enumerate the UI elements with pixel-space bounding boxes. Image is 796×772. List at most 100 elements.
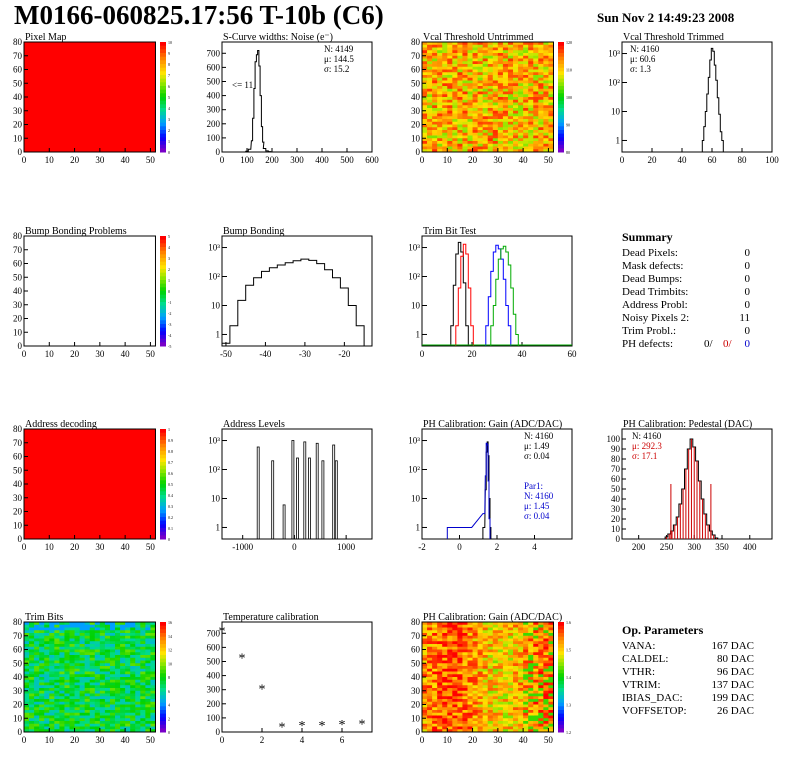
- heatmap-cell: [457, 97, 463, 101]
- heatmap-cell: [492, 624, 499, 628]
- heatmap-cell: [502, 668, 509, 672]
- x-tick-label: 0: [220, 735, 225, 745]
- heatmap-cell: [487, 138, 494, 142]
- heatmap-cell: [64, 674, 70, 678]
- heatmap-cell: [79, 688, 86, 692]
- op-params-panel: Op. Parameters VANA: 167 DAC CALDEL: 80 DAC…: [622, 623, 754, 718]
- heatmap-cell: [69, 644, 75, 648]
- heatmap-cell: [437, 718, 443, 722]
- heatmap-cell: [442, 682, 448, 686]
- palette-cell: [558, 67, 564, 72]
- heatmap-cell: [34, 655, 40, 659]
- heatmap-cell: [84, 710, 91, 714]
- heatmap-cell: [422, 47, 428, 51]
- heatmap-cell: [130, 696, 136, 700]
- heatmap-cell: [64, 696, 70, 700]
- heatmap-cell: [120, 671, 126, 675]
- x-tick-label: 50: [544, 735, 554, 745]
- heatmap-cell: [437, 690, 443, 694]
- heatmap-cell: [477, 690, 484, 694]
- heatmap-cell: [513, 110, 519, 114]
- heatmap-cell: [472, 685, 479, 689]
- heatmap-cell: [502, 61, 509, 65]
- palette-cell: [160, 60, 166, 65]
- heatmap-cell: [432, 721, 438, 725]
- heatmap-cell: [447, 652, 453, 656]
- heatmap-cell: [533, 690, 539, 694]
- heatmap-cell: [437, 53, 443, 57]
- y-tick-label: 70: [611, 464, 621, 474]
- heatmap-cell: [518, 132, 524, 136]
- heatmap-cell: [115, 668, 121, 672]
- heatmap-cell: [543, 646, 549, 650]
- heatmap-cell: [99, 710, 106, 714]
- x-tick-label: 20: [468, 349, 478, 359]
- heatmap-cell: [59, 655, 65, 659]
- heatmap-cell: [74, 655, 81, 659]
- heatmap-cell: [513, 630, 519, 634]
- heatmap-cell: [543, 710, 549, 714]
- heatmap-cell: [452, 671, 458, 675]
- heatmap-cell: [437, 696, 443, 700]
- heatmap-cell: [538, 668, 544, 672]
- palette-cell: [558, 104, 564, 109]
- palette-cell: [558, 721, 564, 726]
- heatmap-cell: [442, 44, 448, 48]
- heatmap-cell: [29, 652, 35, 656]
- heatmap-cell: [457, 58, 463, 62]
- heatmap-cell: [109, 652, 116, 656]
- x-tick-label: 60: [708, 155, 718, 165]
- palette-cell: [558, 71, 564, 76]
- heatmap-cell: [538, 102, 544, 106]
- heatmap-cell: [54, 707, 60, 711]
- op-param-label: VANA:: [622, 640, 656, 652]
- heatmap-cell: [482, 688, 489, 692]
- heatmap-cell: [467, 718, 473, 722]
- heatmap-cell: [140, 646, 146, 650]
- heatmap-cell: [422, 710, 428, 714]
- heatmap-cell: [487, 58, 494, 62]
- heatmap-cell: [513, 688, 519, 692]
- heatmap-cell: [462, 729, 468, 733]
- heatmap-cell: [457, 633, 463, 637]
- heatmap-cell: [39, 715, 45, 719]
- heatmap-cell: [104, 682, 111, 686]
- heatmap-cell: [427, 652, 433, 656]
- heatmap-cell: [94, 679, 101, 683]
- heatmap-cell: [109, 627, 116, 631]
- heatmap-cell: [34, 679, 40, 683]
- heatmap-cell: [79, 729, 86, 733]
- heatmap-cell: [472, 638, 479, 642]
- heatmap-cell: [543, 688, 549, 692]
- heatmap-cell: [497, 641, 504, 645]
- heatmap-cell: [74, 690, 81, 694]
- heatmap-cell: [462, 72, 468, 76]
- heatmap-cell: [437, 644, 443, 648]
- heatmap-cell: [452, 69, 458, 73]
- heatmap-cell: [487, 633, 494, 637]
- heatmap-cell: [492, 690, 499, 694]
- heatmap-cell: [533, 105, 539, 109]
- heatmap-cell: [462, 108, 468, 112]
- heatmap-cell: [538, 699, 544, 703]
- heatmap-cell: [427, 671, 433, 675]
- heatmap-cell: [34, 726, 40, 730]
- heatmap-cell: [477, 72, 484, 76]
- heatmap-cell: [533, 127, 539, 131]
- heatmap-cell: [523, 127, 529, 131]
- heatmap-cell: [140, 671, 146, 675]
- heatmap-cell: [84, 718, 91, 722]
- heatmap-cell: [477, 130, 484, 134]
- heatmap-cell: [437, 132, 443, 136]
- heatmap-cell: [523, 674, 529, 678]
- heatmap-cell: [427, 644, 433, 648]
- heatmap-cell: [487, 649, 494, 653]
- heatmap-cell: [94, 701, 101, 705]
- heatmap-cell: [477, 704, 484, 708]
- palette-cell: [558, 75, 564, 80]
- heatmap-cell: [507, 671, 514, 675]
- heatmap-cell: [452, 88, 458, 92]
- heatmap-cell: [120, 693, 126, 697]
- heatmap-cell: [462, 668, 468, 672]
- heatmap-cell: [538, 644, 544, 648]
